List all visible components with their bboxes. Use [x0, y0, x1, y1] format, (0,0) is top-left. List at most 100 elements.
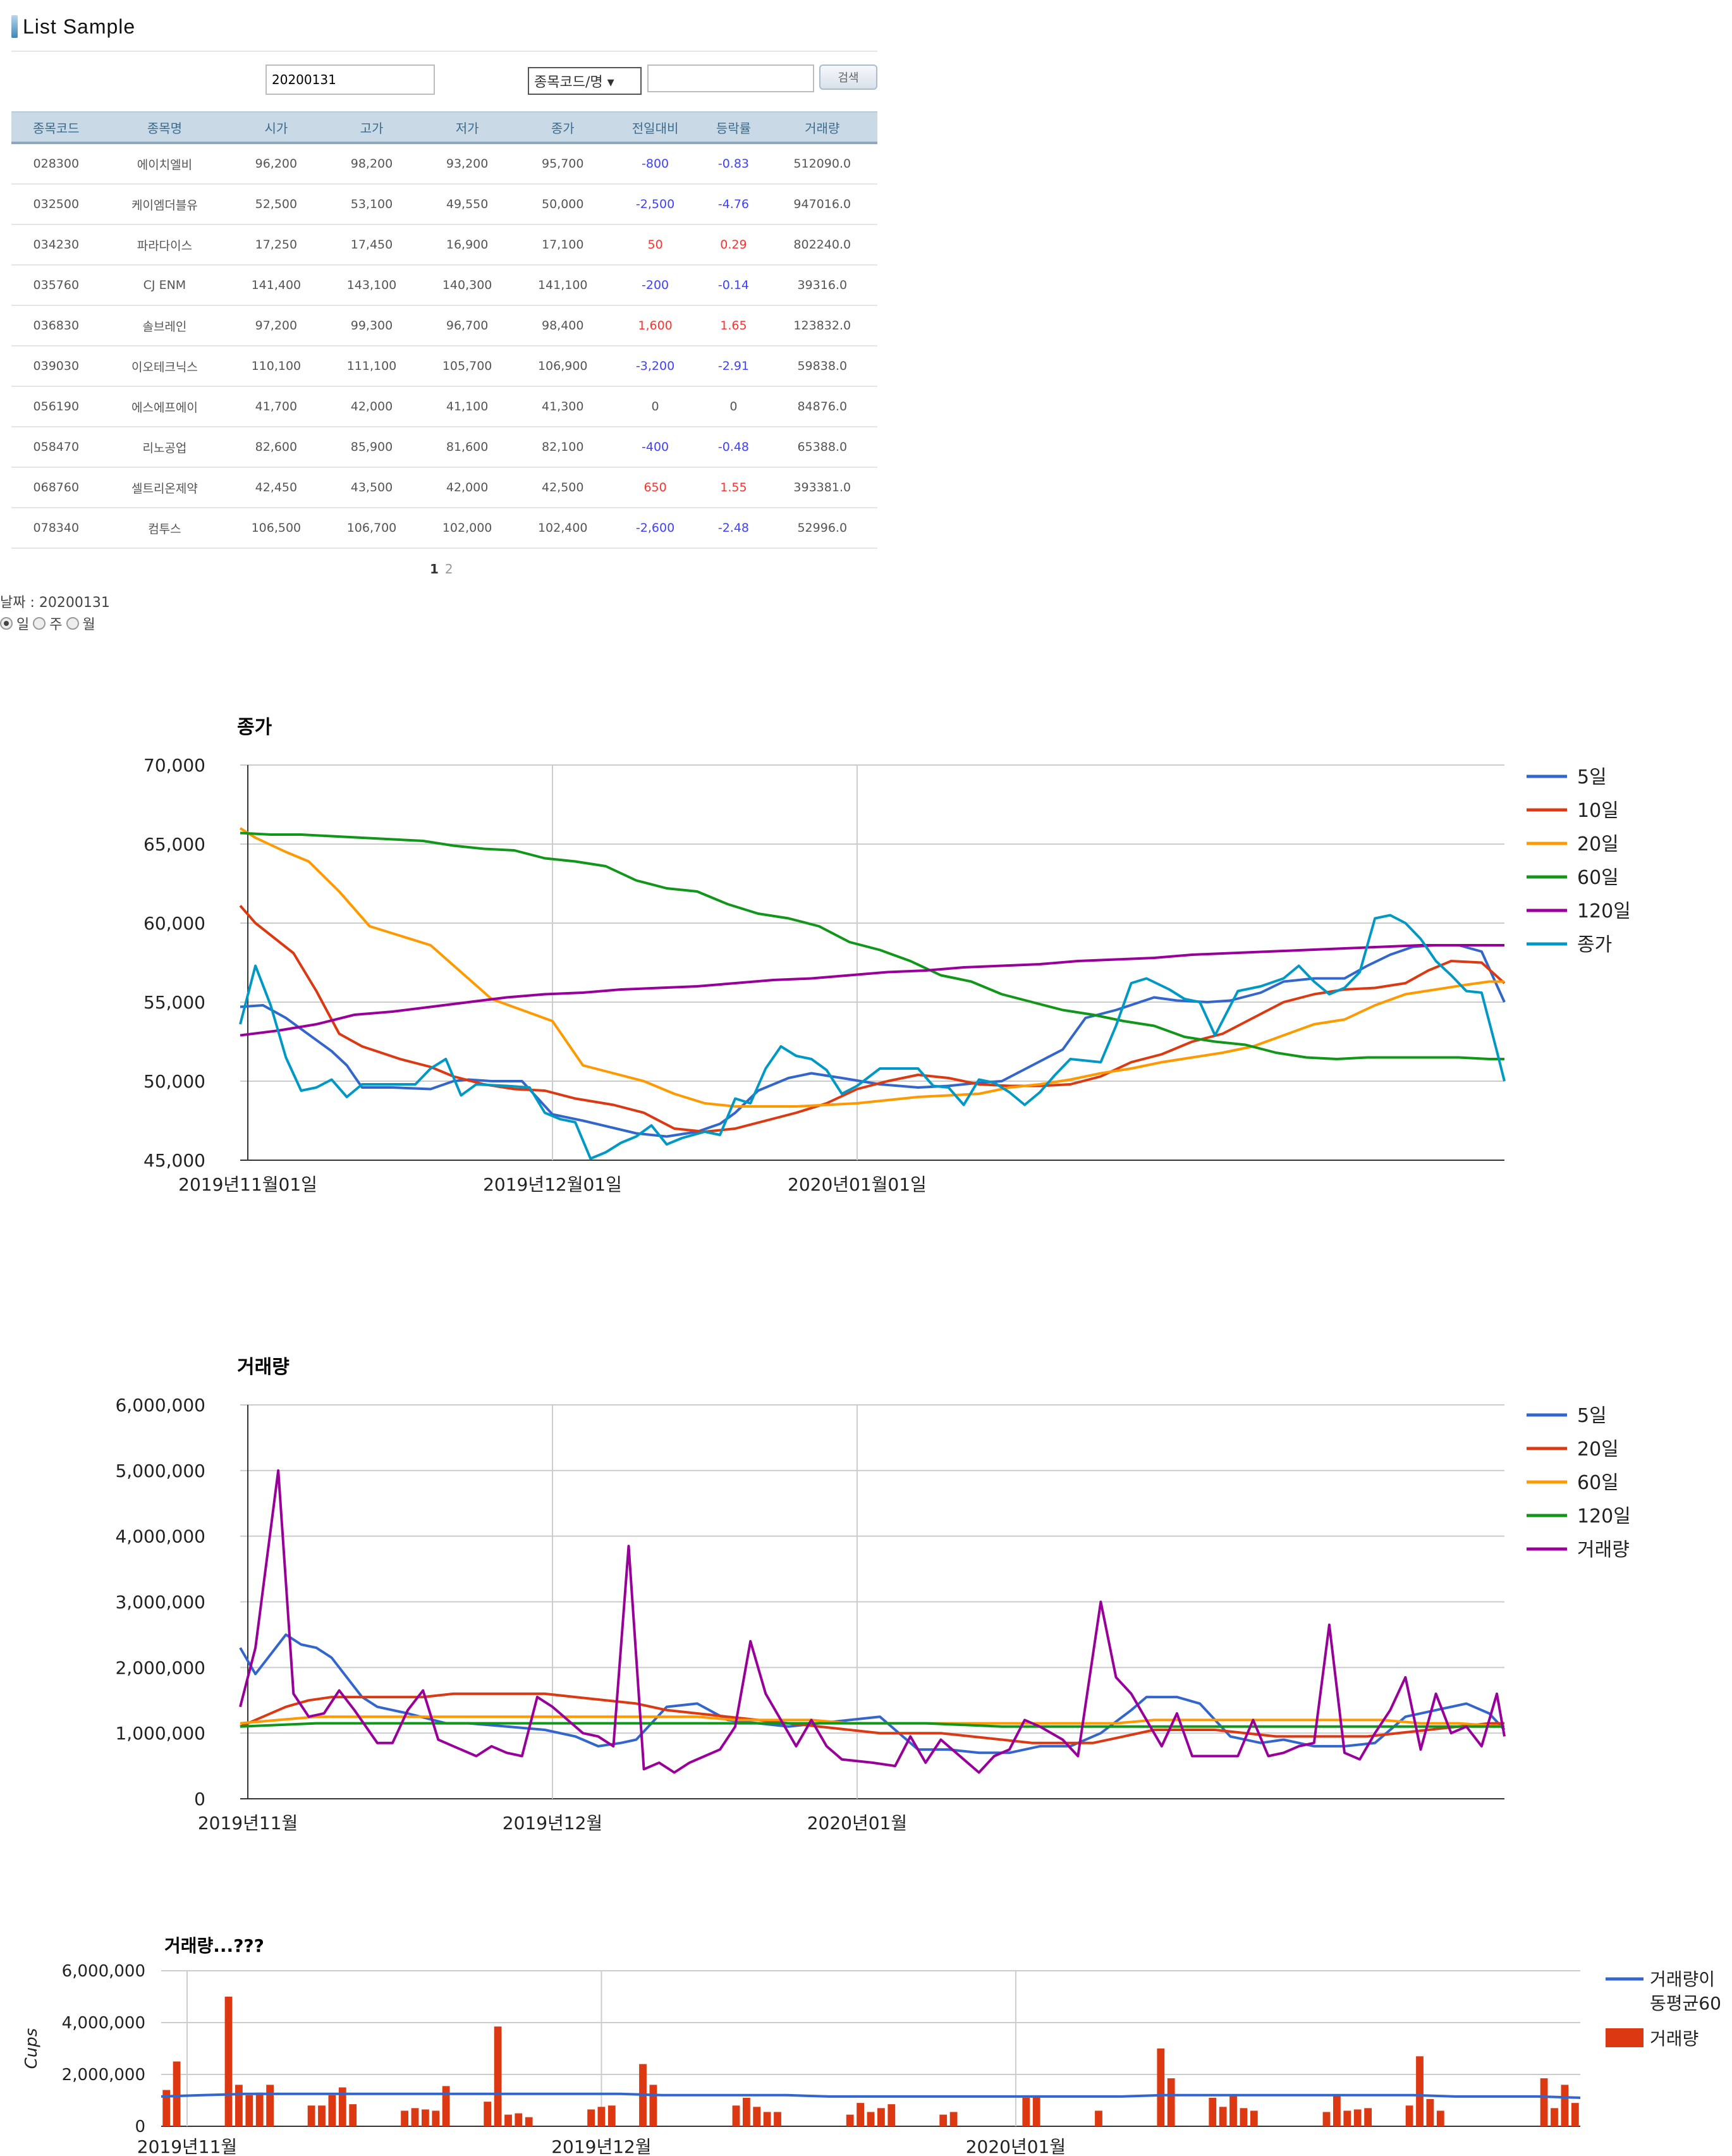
table-row[interactable]: 028300 에이치엘비 96,200 98,200 93,200 95,700 -800-… — [11, 143, 877, 185]
radio-day[interactable] — [0, 617, 13, 630]
cell-open: 42,450 — [228, 467, 324, 508]
bar — [442, 2086, 450, 2126]
cell-name: 이오테크닉스 — [101, 346, 229, 387]
cell-change: 1,600 — [610, 305, 700, 346]
cell-high: 98,200 — [324, 143, 420, 185]
table-row[interactable]: 035760 CJ ENM 141,400 143,100 140,300 141,100… — [11, 265, 877, 306]
volume-bar-chart: 거래량...??? Cups 0 2,000,000 4,000,000 6,000,00… — [22, 1935, 1721, 2156]
legend-label: 거래량 — [1577, 1539, 1630, 1561]
series-line — [240, 831, 1504, 1060]
y-tick-label: 60,000 — [143, 913, 205, 934]
cell-open: 82,600 — [228, 427, 324, 468]
bar — [1032, 2096, 1040, 2126]
table-row[interactable]: 058470 리노공업 82,600 85,900 81,600 82,100 -400 -0… — [11, 427, 877, 468]
date-label: 날짜 : 20200131 — [0, 595, 110, 611]
bar — [753, 2107, 761, 2127]
cell-rate: -4.76 — [700, 184, 767, 225]
y-tick-label: 4,000,000 — [115, 1526, 205, 1547]
bar — [587, 2109, 595, 2126]
header-rate: 등락률 — [700, 111, 767, 144]
bar — [1561, 2085, 1569, 2126]
bar — [432, 2110, 440, 2126]
legend-label: 종가 — [1577, 934, 1612, 956]
cell-close: 17,100 — [515, 224, 611, 266]
cell-low: 49,550 — [419, 184, 515, 225]
y-tick-label: 3,000,000 — [115, 1592, 205, 1613]
table-row[interactable]: 039030 이오테크닉스 110,100 111,100 105,700 106,900… — [11, 346, 877, 387]
cell-volume: 59838.0 — [767, 346, 877, 387]
cell-close: 102,400 — [515, 508, 611, 549]
legend-label: 120일 — [1577, 1505, 1631, 1528]
chart-title: 거래량...??? — [164, 1935, 264, 1956]
cell-change: 50 — [610, 224, 700, 266]
bar — [1250, 2110, 1258, 2126]
cell-change: -200 — [610, 265, 700, 306]
y-tick-label: 6,000,000 — [62, 1962, 145, 1981]
x-tick-label: 2020년01월01일 — [788, 1174, 927, 1195]
bar — [774, 2112, 781, 2126]
bar — [1353, 2109, 1362, 2126]
series-line — [239, 914, 1506, 1160]
legend-swatch — [1606, 2028, 1644, 2047]
bar — [162, 2090, 171, 2126]
bar — [1322, 2112, 1331, 2126]
bar — [1209, 2097, 1217, 2126]
page-current[interactable]: 1 — [430, 561, 439, 577]
radio-month[interactable] — [66, 617, 79, 630]
x-tick-label: 2019년12월 — [503, 1813, 602, 1834]
cell-high: 99,300 — [324, 305, 420, 346]
y-tick-label: 2,000,000 — [62, 2066, 145, 2085]
cell-volume: 84876.0 — [767, 386, 877, 427]
table-row[interactable]: 036830 솔브레인 97,200 99,300 96,700 98,400 1,600 1… — [11, 305, 877, 346]
cell-high: 111,100 — [324, 346, 420, 387]
bar — [1240, 2108, 1248, 2126]
cell-rate: 0 — [700, 386, 767, 427]
bar — [1333, 2095, 1341, 2126]
page-link[interactable]: 2 — [444, 561, 453, 577]
legend-label: 5일 — [1577, 766, 1607, 788]
y-tick-label: 65,000 — [143, 834, 205, 855]
legend-label-line: 거래량이 — [1650, 1969, 1715, 1990]
header-code: 종목코드 — [11, 111, 101, 144]
bar — [235, 2085, 243, 2126]
bar — [743, 2097, 750, 2126]
search-button[interactable]: 검색 — [819, 64, 877, 90]
cell-high: 43,500 — [324, 467, 420, 508]
bar — [732, 2105, 740, 2126]
search-type-select[interactable]: 종목코드/명 ▾ — [528, 67, 642, 95]
y-tick-label: 50,000 — [143, 1071, 205, 1092]
cell-rate: -0.14 — [700, 265, 767, 306]
table-row[interactable]: 078340 컴투스 106,500 106,700 102,000 102,400 -2,… — [11, 508, 877, 549]
radio-week[interactable] — [33, 617, 46, 630]
table-row[interactable]: 032500 케이엠더블유 52,500 53,100 49,550 50,000 -2,5… — [11, 184, 877, 225]
bar — [173, 2061, 181, 2126]
header-close: 종가 — [515, 111, 611, 144]
series-line — [239, 905, 1506, 1133]
cell-volume: 52996.0 — [767, 508, 877, 549]
bar — [494, 2026, 502, 2126]
series-line — [240, 944, 1506, 1138]
cell-high: 17,450 — [324, 224, 420, 266]
bar — [1540, 2078, 1548, 2126]
date-input[interactable] — [265, 64, 435, 95]
search-input[interactable] — [647, 64, 814, 92]
cell-close: 82,100 — [515, 427, 611, 468]
legend-label: 20일 — [1577, 1438, 1619, 1461]
table-row[interactable]: 056190 에스에프에이 41,700 42,000 41,100 41,300 0 0 84… — [11, 386, 877, 427]
legend-label: 60일 — [1577, 1472, 1619, 1494]
y-tick-label: 0 — [135, 2117, 145, 2136]
cell-code: 068760 — [11, 467, 101, 508]
bar — [1022, 2097, 1030, 2126]
table-row[interactable]: 068760 셀트리온제약 42,450 43,500 42,000 42,500 650 1… — [11, 467, 877, 508]
cell-high: 106,700 — [324, 508, 420, 549]
x-tick-label: 2019년12월 — [551, 2136, 651, 2156]
header-open: 시가 — [228, 111, 324, 144]
cell-low: 16,900 — [419, 224, 515, 266]
bar — [649, 2085, 657, 2126]
cell-open: 97,200 — [228, 305, 324, 346]
cell-name: 파라다이스 — [101, 224, 229, 266]
cell-low: 105,700 — [419, 346, 515, 387]
table-row[interactable]: 034230 파라다이스 17,250 17,450 16,900 17,100 50 0.2… — [11, 224, 877, 266]
legend-label-line: 동평균60 — [1650, 1993, 1721, 2014]
